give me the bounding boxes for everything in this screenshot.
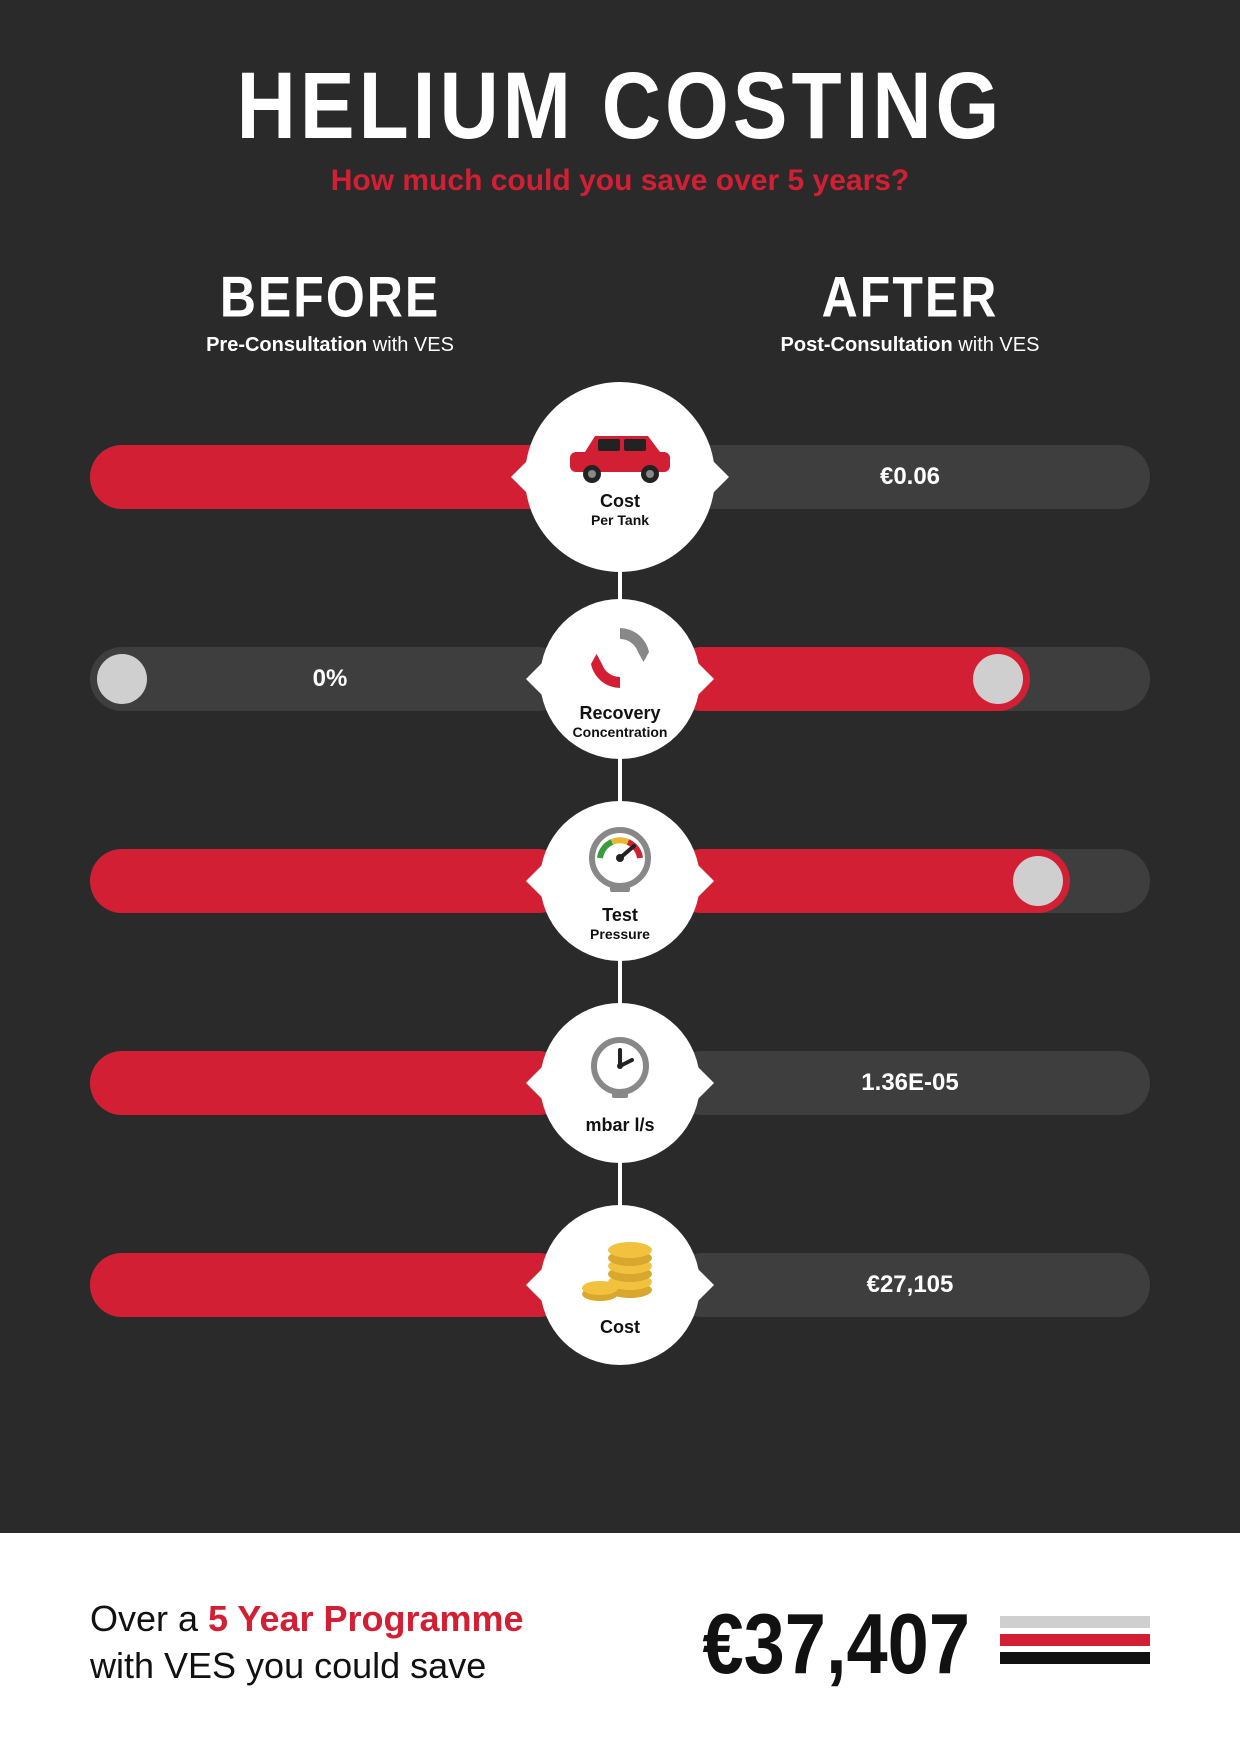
before-column-header: BEFORE Pre-Consultation with VES	[130, 268, 530, 357]
after-bar-fill	[670, 647, 1030, 711]
before-bar-fill	[90, 1051, 570, 1115]
car-icon	[560, 426, 680, 486]
after-bar-fill	[670, 849, 1070, 913]
footer-text: Over a 5 Year Programme with VES you cou…	[90, 1596, 673, 1690]
page-subtitle: How much could you save over 5 years?	[90, 164, 1150, 198]
after-title: AFTER	[710, 264, 1110, 331]
after-value: €0.06	[740, 463, 1080, 491]
metric-badge-recovery_concentration: RecoveryConcentration	[540, 599, 700, 759]
footer-savings-amount: €37,407	[703, 1594, 971, 1692]
before-bar-fill	[90, 445, 570, 509]
after-bar-track: €27,105	[670, 1253, 1150, 1317]
comparison-rows: €0.14€0.06 CostPer Tank 0%50% RecoveryCon…	[90, 397, 1150, 1365]
before-title: BEFORE	[130, 264, 530, 331]
after-bar-track: €0.06	[670, 445, 1150, 509]
before-slider-knob	[97, 654, 147, 704]
gauge-icon	[580, 820, 660, 900]
metric-badge-mbar_ls: mbar l/s	[540, 1003, 700, 1163]
stripe	[1000, 1634, 1150, 1646]
columns-header: BEFORE Pre-Consultation with VES AFTER P…	[90, 268, 1150, 357]
before-bar-fill	[90, 849, 570, 913]
page-title: HELIUM COSTING	[90, 53, 1150, 161]
metric-label: mbar l/s	[585, 1116, 654, 1136]
comparison-row-test_pressure: 140 mbar100 mbar TestPressure	[90, 801, 1150, 961]
comparison-row-recovery_concentration: 0%50% RecoveryConcentration	[90, 599, 1150, 759]
metric-sublabel: Pressure	[590, 926, 650, 942]
before-bar-fill	[90, 1253, 570, 1317]
metric-sublabel: Per Tank	[591, 512, 649, 528]
footer-banner: Over a 5 Year Programme with VES you cou…	[0, 1533, 1240, 1753]
before-bar-track: 0%	[90, 647, 570, 711]
comparison-row-mbar_ls: 5.00E-051.36E-05 mbar l/s	[90, 1003, 1150, 1163]
recycle-icon	[580, 618, 660, 698]
coins-icon	[575, 1232, 665, 1312]
metric-badge-cost_total: Cost	[540, 1205, 700, 1365]
after-column-header: AFTER Post-Consultation with VES	[710, 268, 1110, 357]
metric-label: Test	[602, 906, 638, 926]
after-bar-track: 1.36E-05	[670, 1051, 1150, 1115]
before-value: 0%	[160, 665, 500, 693]
after-slider-knob	[973, 654, 1023, 704]
before-subtitle: Pre-Consultation with VES	[130, 334, 530, 357]
stripe	[1000, 1652, 1150, 1664]
metric-badge-test_pressure: TestPressure	[540, 801, 700, 961]
metric-label: Cost	[600, 1318, 640, 1338]
clock-icon	[580, 1030, 660, 1110]
footer-stripes-icon	[1000, 1616, 1150, 1670]
stripe	[1000, 1616, 1150, 1628]
metric-label: Recovery	[579, 704, 660, 724]
after-value: 1.36E-05	[740, 1069, 1080, 1097]
metric-badge-cost_per_tank: CostPer Tank	[525, 382, 715, 572]
after-subtitle: Post-Consultation with VES	[710, 334, 1110, 357]
comparison-row-cost_per_tank: €0.14€0.06 CostPer Tank	[90, 397, 1150, 557]
after-value: €27,105	[740, 1271, 1080, 1299]
after-slider-knob	[1013, 856, 1063, 906]
comparison-row-cost_total: €64,512€27,105 Cost	[90, 1205, 1150, 1365]
metric-label: Cost	[600, 492, 640, 512]
metric-sublabel: Concentration	[573, 724, 668, 740]
